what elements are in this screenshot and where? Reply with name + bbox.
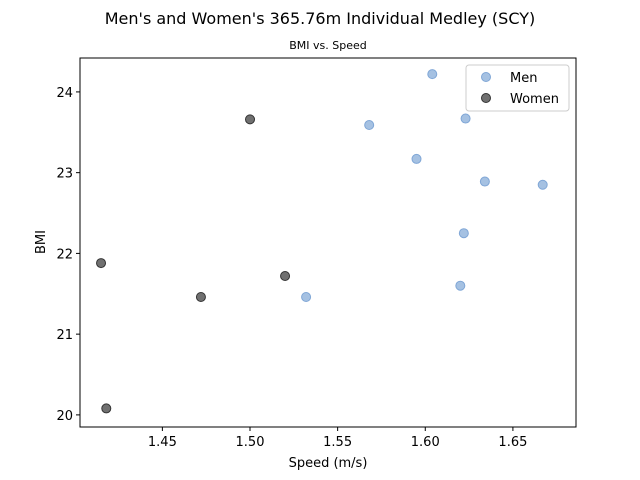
plot-frame [79, 57, 577, 428]
y-tick-label: 21 [56, 328, 73, 343]
legend-marker-men [481, 72, 491, 82]
x-tick-label: 1.50 [236, 435, 265, 450]
x-tick-label: 1.45 [148, 435, 177, 450]
y-axis: 20 21 22 23 24 [56, 86, 80, 424]
women-data-point [101, 403, 112, 414]
men-data-point [458, 228, 469, 239]
legend-label-women: Women [510, 92, 559, 107]
women-data-point [96, 258, 107, 269]
men-data-point [537, 179, 548, 190]
men-data-point [364, 120, 375, 131]
legend-box [465, 64, 570, 112]
x-axis: 1.45 1.50 1.55 1.60 1.65 [148, 427, 527, 450]
x-tick-label: 1.60 [411, 435, 440, 450]
chart-title: Men's and Women's 365.76m Individual Med… [105, 9, 535, 28]
x-axis-label: Speed (m/s) [289, 456, 368, 471]
men-data-point [479, 176, 490, 187]
legend-marker-women [481, 93, 491, 103]
men-data-point [455, 280, 466, 291]
y-axis-label: BMI [34, 230, 49, 254]
men-data-point [460, 113, 471, 124]
data-points [96, 69, 548, 414]
women-data-point [280, 271, 291, 282]
women-data-point [245, 114, 256, 125]
plot-area: 1.45 1.50 1.55 1.60 1.65 20 21 22 23 24 [56, 57, 577, 450]
men-data-point [411, 153, 422, 164]
chart-subtitle: BMI vs. Speed [289, 39, 367, 52]
men-data-point [301, 292, 312, 303]
women-data-point [195, 292, 206, 303]
x-tick-label: 1.65 [498, 435, 527, 450]
men-data-point [427, 69, 438, 80]
y-tick-label: 23 [56, 167, 73, 182]
y-tick-label: 22 [56, 247, 73, 262]
y-tick-label: 20 [56, 409, 73, 424]
y-tick-label: 24 [56, 86, 73, 101]
x-tick-label: 1.55 [323, 435, 352, 450]
legend: Men Women [465, 64, 570, 112]
legend-label-men: Men [510, 71, 537, 86]
